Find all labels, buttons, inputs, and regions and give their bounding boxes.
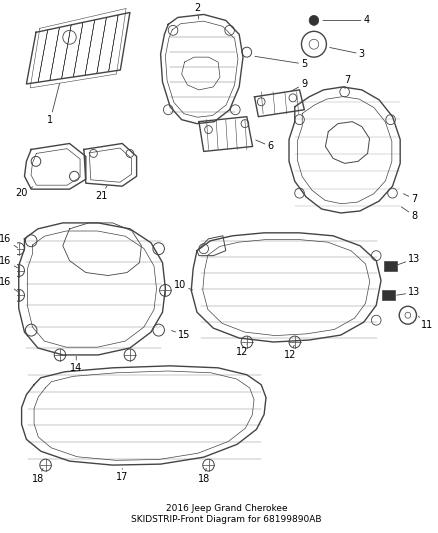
Text: 7: 7 [344,75,350,88]
Text: 5: 5 [255,56,307,69]
Text: 3: 3 [330,47,365,59]
Text: 8: 8 [401,207,417,221]
Text: 21: 21 [95,185,107,201]
Text: 18: 18 [198,469,210,484]
Text: 16: 16 [0,234,18,248]
Text: 17: 17 [116,469,128,482]
Text: 7: 7 [403,193,418,204]
Text: 20: 20 [15,187,33,198]
Text: 13: 13 [397,254,420,265]
Text: 9: 9 [291,79,307,91]
Text: 1: 1 [47,83,60,125]
Circle shape [309,15,319,26]
Text: 18: 18 [32,469,44,484]
Text: 2: 2 [194,3,200,19]
Text: 12: 12 [236,344,248,357]
Text: 2016 Jeep Grand Cherokee
SKIDSTRIP-Front Diagram for 68199890AB: 2016 Jeep Grand Cherokee SKIDSTRIP-Front… [131,504,322,523]
Bar [384,261,397,271]
Text: 11: 11 [418,316,433,330]
Text: 12: 12 [284,345,296,360]
Text: 16: 16 [0,256,18,268]
Text: 14: 14 [70,357,82,373]
Text: 10: 10 [173,280,193,290]
Text: 15: 15 [172,330,191,340]
Bar [382,290,396,300]
Text: 4: 4 [323,15,370,26]
Text: 6: 6 [256,140,274,151]
Text: 16: 16 [0,278,18,292]
Text: 13: 13 [397,287,420,297]
